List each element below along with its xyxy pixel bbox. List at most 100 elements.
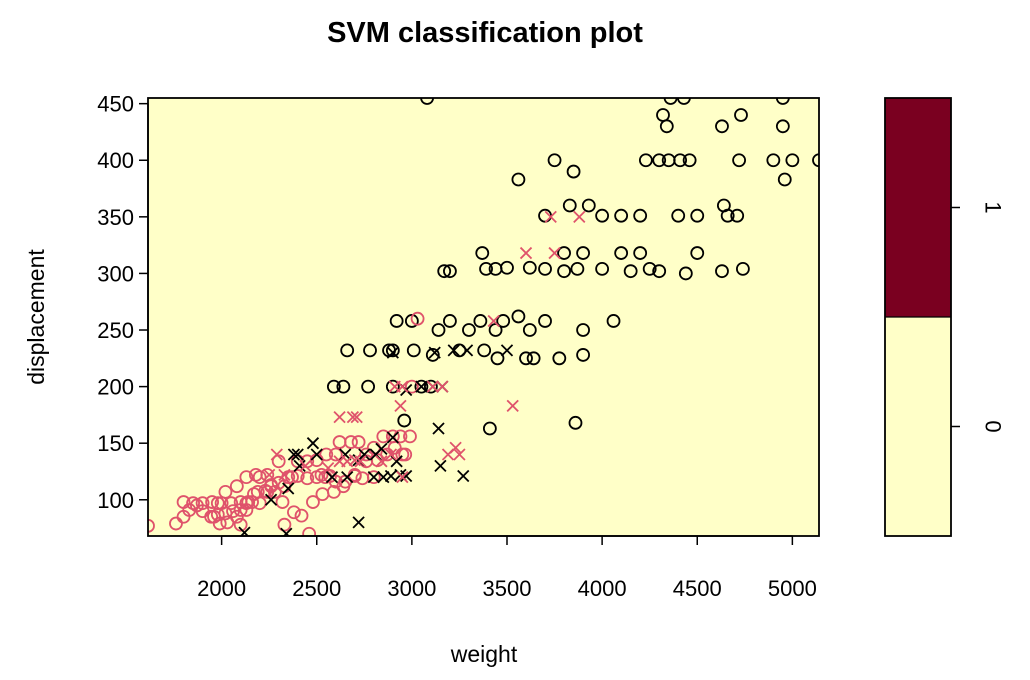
data-point-circle (239, 470, 254, 485)
data-point-circle (443, 264, 457, 279)
data-point-circle (511, 309, 526, 324)
data-point-circle (522, 323, 537, 337)
data-point-circle (195, 496, 210, 511)
data-point-cross (384, 448, 398, 461)
x-tick-label: 4000 (578, 576, 627, 601)
data-point-circle (734, 108, 748, 122)
data-point-circle (425, 348, 440, 362)
data-point-cross (264, 493, 278, 506)
x-tick-label: 3000 (387, 576, 436, 601)
x-tick-label: 5000 (768, 576, 817, 601)
data-point-circle (406, 343, 421, 358)
data-point-circle (775, 98, 790, 105)
y-tick-label: 100 (97, 488, 134, 513)
data-point-circle (642, 261, 657, 276)
data-point-cross (238, 526, 251, 536)
data-point-circle (715, 119, 729, 134)
data-point-circle (186, 496, 200, 511)
data-point-circle (366, 470, 381, 485)
y-tick-label: 150 (97, 431, 134, 456)
data-point-cross (333, 455, 346, 468)
data-point-circle (267, 484, 282, 499)
legend-label: 1 (980, 201, 1005, 213)
data-point-cross (573, 210, 586, 223)
data-point-cross (263, 468, 276, 482)
data-point-cross (447, 344, 460, 357)
data-point-circle (690, 208, 705, 223)
data-point-circle (581, 198, 596, 213)
data-point-circle (595, 261, 610, 276)
data-point-cross (325, 471, 339, 484)
data-point-circle (300, 471, 315, 486)
data-point-cross (487, 314, 500, 328)
data-point-cross (544, 210, 557, 223)
data-point-circle (287, 505, 301, 520)
data-point-circle (496, 314, 511, 328)
data-point-circle (682, 153, 697, 168)
data-point-cross (396, 380, 409, 393)
data-point-circle (363, 343, 377, 358)
data-point-circle (595, 208, 610, 223)
data-point-cross (306, 437, 320, 450)
data-point-circle (659, 119, 674, 134)
data-point-cross (322, 461, 335, 475)
data-point-circle (344, 435, 358, 449)
data-point-circle (775, 119, 790, 134)
data-point-circle (576, 323, 590, 337)
x-axis: 2000 2500 3000 3500 4000 4500 5000 (197, 535, 817, 601)
data-point-cross (278, 468, 291, 482)
data-point-cross (282, 482, 295, 495)
data-point-circle (361, 379, 376, 394)
data-point-circle (490, 351, 505, 366)
data-point-circle (576, 348, 590, 362)
data-point-circle (397, 413, 412, 428)
data-point-circle (785, 153, 800, 168)
data-point-circle (380, 447, 395, 462)
data-point-circle (340, 343, 355, 358)
data-point-cross (348, 454, 361, 467)
class-legend: 01 (884, 97, 1005, 537)
data-point-cross (457, 469, 470, 483)
data-point-circle (351, 435, 366, 449)
data-point-circle (204, 509, 219, 524)
data-point-circle (663, 98, 678, 105)
data-point-circle (385, 343, 400, 358)
data-point-circle (614, 208, 629, 223)
x-tick-label: 2000 (197, 576, 246, 601)
data-point-cross (386, 431, 399, 444)
data-point-cross (394, 399, 407, 412)
data-point-circle (248, 467, 263, 482)
data-point-circle (479, 261, 493, 276)
data-point-circle (570, 261, 585, 276)
data-point-cross (346, 411, 360, 424)
data-point-circle (224, 496, 239, 511)
data-point-circle (720, 208, 735, 223)
data-point-circle (606, 314, 621, 328)
data-point-circle (437, 264, 452, 279)
data-point-cross (367, 471, 380, 484)
data-point-circle (359, 447, 374, 462)
data-point-cross (270, 448, 283, 461)
data-point-circle (500, 260, 514, 275)
data-point-circle (633, 246, 648, 260)
data-point-cross (287, 448, 301, 461)
data-point-cross (506, 399, 519, 412)
data-point-circle (414, 379, 429, 394)
data-point-circle (462, 323, 476, 337)
data-point-circle (552, 351, 567, 366)
data-point-circle (431, 323, 446, 337)
data-point-circle (526, 351, 541, 366)
y-tick-label: 450 (97, 92, 134, 117)
data-point-circle (522, 260, 537, 275)
y-axis-title: displacement (23, 249, 49, 385)
data-point-circle (671, 208, 686, 223)
data-point-circle (389, 314, 404, 328)
y-tick-label: 300 (97, 261, 134, 286)
data-point-circle (148, 518, 155, 533)
data-point-circle (385, 379, 400, 394)
data-point-circle (423, 379, 438, 394)
data-point-circle (673, 153, 688, 168)
data-point-cross (548, 246, 561, 260)
data-point-circle (443, 314, 457, 328)
